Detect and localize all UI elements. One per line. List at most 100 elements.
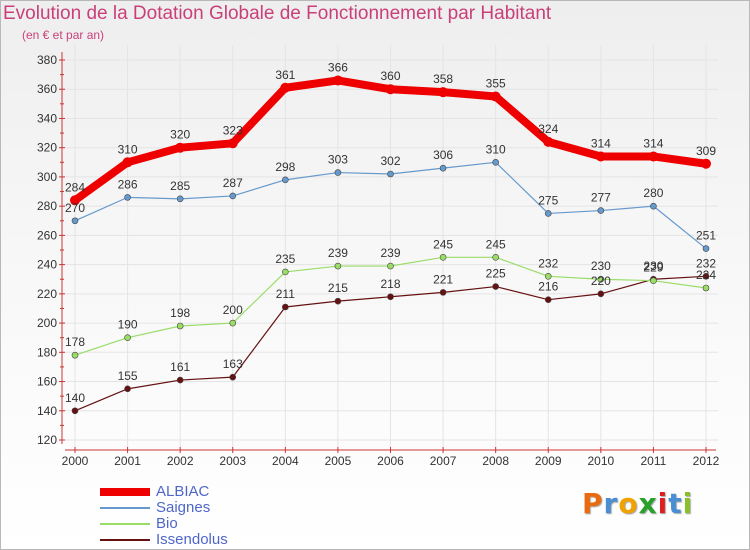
data-label-albiac: 320 — [170, 128, 190, 142]
data-label-albiac: 360 — [380, 69, 400, 83]
logo-letter: r — [603, 487, 619, 520]
data-label-albiac: 361 — [275, 68, 295, 82]
data-point-albiac — [70, 195, 80, 206]
y-tick-label: 280 — [37, 199, 57, 213]
data-label-issendolus: 232 — [696, 256, 716, 270]
x-tick-label: 2008 — [482, 454, 509, 468]
data-label-issendolus: 225 — [486, 267, 506, 281]
logo-letter: x — [638, 487, 658, 520]
legend-item-issendolus: Issendolus — [100, 532, 228, 548]
data-point-albiac — [595, 151, 606, 162]
series-albiac — [70, 75, 711, 206]
data-point-issendolus — [124, 385, 131, 393]
data-point-issendolus — [544, 296, 552, 303]
data-point-saignes — [124, 194, 131, 201]
data-point-bio — [597, 275, 605, 283]
data-label-bio: 245 — [486, 237, 506, 251]
data-point-saignes — [229, 192, 237, 200]
series-issendolus — [71, 273, 710, 415]
x-tick-label: 2010 — [587, 454, 614, 468]
data-point-albiac — [648, 151, 659, 162]
data-point-saignes — [334, 169, 342, 176]
data-label-saignes: 251 — [696, 229, 716, 243]
data-label-issendolus: 215 — [328, 281, 348, 295]
data-point-albiac — [332, 75, 343, 86]
data-label-issendolus: 216 — [538, 280, 558, 294]
legend-swatch — [100, 507, 150, 509]
legend-label: Saignes — [156, 499, 211, 516]
data-point-albiac — [543, 136, 554, 147]
data-label-saignes: 306 — [433, 148, 453, 162]
data-label-bio: 190 — [118, 318, 138, 332]
legend-label: Bio — [156, 515, 178, 532]
y-tick-label: 200 — [37, 316, 57, 330]
data-label-bio: 198 — [170, 306, 190, 320]
data-point-saignes — [544, 210, 552, 217]
chart-legend: ALBIAC Saignes Bio Issendolus — [100, 484, 228, 548]
data-point-bio — [702, 284, 710, 292]
data-label-issendolus: 218 — [380, 277, 400, 291]
data-point-bio — [492, 254, 499, 261]
data-label-albiac: 314 — [643, 136, 663, 150]
y-tick-label: 220 — [37, 287, 57, 301]
data-label-issendolus: 155 — [118, 369, 138, 383]
y-tick-label: 320 — [37, 141, 57, 155]
data-label-bio: 245 — [433, 237, 453, 251]
data-label-issendolus: 221 — [433, 272, 453, 286]
x-tick-label: 2005 — [325, 454, 352, 468]
y-tick-label: 180 — [37, 345, 57, 359]
legend-swatch — [100, 488, 150, 496]
data-label-saignes: 286 — [118, 177, 138, 191]
data-label-issendolus: 140 — [65, 391, 85, 405]
logo-letter: P — [582, 487, 604, 520]
x-tick-label: 2012 — [693, 454, 720, 468]
data-label-saignes: 270 — [65, 201, 85, 215]
data-label-issendolus: 163 — [223, 357, 243, 371]
data-label-albiac: 309 — [696, 144, 716, 158]
data-point-saignes — [650, 202, 657, 210]
data-label-albiac: 284 — [65, 180, 85, 194]
data-point-saignes — [71, 217, 79, 225]
x-tick-label: 2007 — [430, 454, 457, 468]
data-label-issendolus: 161 — [170, 360, 190, 374]
data-point-albiac — [227, 138, 238, 149]
data-point-albiac — [175, 142, 186, 153]
data-point-albiac — [385, 84, 396, 95]
y-tick-label: 240 — [37, 258, 57, 272]
legend-label: Issendolus — [156, 531, 228, 548]
logo-letter: i — [682, 487, 694, 520]
x-tick-label: 2003 — [219, 454, 246, 468]
data-label-albiac: 355 — [486, 77, 506, 91]
data-point-issendolus — [229, 373, 237, 381]
data-point-issendolus — [597, 290, 605, 298]
data-label-bio: 239 — [328, 246, 348, 260]
data-point-albiac — [122, 157, 133, 168]
data-point-albiac — [280, 82, 291, 93]
logo-letter: t — [668, 487, 683, 520]
data-label-bio: 200 — [223, 303, 243, 317]
data-label-issendolus: 220 — [591, 274, 611, 288]
data-point-issendolus — [71, 407, 79, 415]
data-label-saignes: 287 — [223, 176, 243, 190]
chart-subtitle: (en € et par an) — [22, 28, 105, 42]
data-point-issendolus — [176, 376, 184, 384]
data-point-issendolus — [492, 283, 499, 290]
data-label-saignes: 277 — [591, 191, 611, 205]
legend-item-saignes: Saignes — [100, 500, 228, 516]
data-label-albiac: 358 — [433, 72, 453, 86]
legend-swatch — [100, 523, 150, 525]
data-point-bio — [176, 322, 184, 330]
legend-item-albiac: ALBIAC — [100, 484, 228, 500]
data-label-saignes: 302 — [380, 154, 400, 168]
data-label-saignes: 298 — [275, 160, 295, 174]
data-point-saignes — [282, 176, 289, 184]
y-tick-label: 340 — [37, 111, 57, 125]
data-label-albiac: 324 — [538, 122, 558, 136]
x-tick-label: 2011 — [641, 454, 667, 468]
y-tick-label: 260 — [37, 228, 57, 242]
data-point-bio — [124, 334, 131, 341]
x-tick-label: 2004 — [272, 454, 299, 468]
data-point-saignes — [597, 207, 605, 214]
data-point-saignes — [176, 195, 184, 203]
